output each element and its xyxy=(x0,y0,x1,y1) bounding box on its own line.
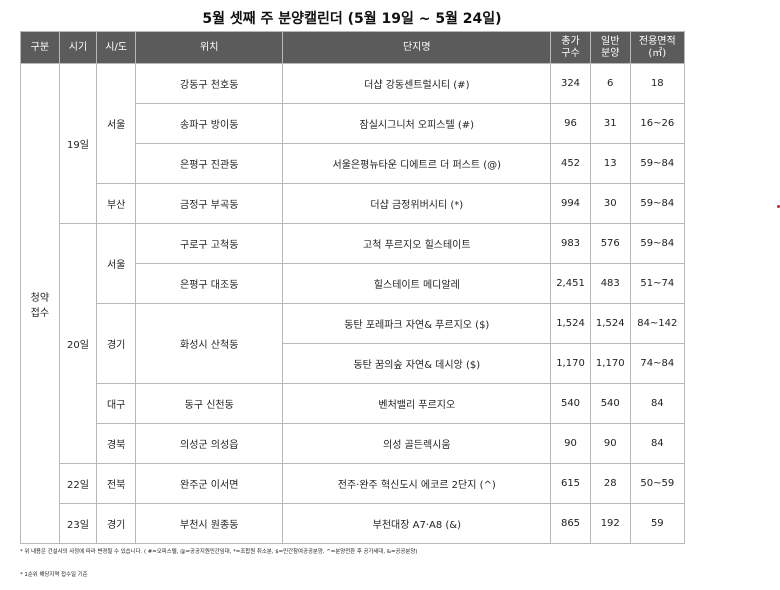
total-units-cell: 983 xyxy=(550,223,591,264)
footnote-basis: * 1순위 해당지역 접수일 기준 xyxy=(20,572,88,578)
general-sale-cell: 13 xyxy=(589,143,631,184)
table-row: 청약 접수 19일 서울 강동구 천호동 더샵 강동센트럴시티 (#) 324 6… xyxy=(20,63,686,544)
general-sale-cell: 576 xyxy=(589,223,631,264)
general-sale-cell: 6 xyxy=(589,63,631,104)
timing-cell: 22일 xyxy=(58,463,98,504)
total-units-cell: 1,170 xyxy=(550,343,591,384)
table-row: 경북 의성군 의성읍 의성 골든렉시움 90 90 84 xyxy=(21,423,686,464)
table-row: 송파구 방이동 잠실시그니처 오피스텔 (#) 96 31 16~26 xyxy=(21,103,686,144)
table-row: 동탄 꿈의숲 자연& 데시앙 ($) 1,170 1,170 74~84 xyxy=(21,343,686,384)
general-sale-cell: 192 xyxy=(589,503,631,544)
total-units-cell: 994 xyxy=(550,183,591,224)
location-cell: 강동구 천호동 xyxy=(135,63,284,104)
region-cell: 경기 xyxy=(96,303,137,384)
area-cell: 18 xyxy=(629,63,686,104)
area-cell: 74~84 xyxy=(629,343,686,384)
area-cell: 59 xyxy=(629,503,686,544)
area-cell: 50~59 xyxy=(629,463,686,504)
location-cell: 은평구 대조동 xyxy=(135,263,284,304)
page-title: 5월 셋째 주 분양캘린더 (5월 19일 ~ 5월 24일) xyxy=(202,11,502,27)
area-cell: 51~74 xyxy=(629,263,686,304)
general-sale-cell: 540 xyxy=(589,383,631,424)
general-sale-cell: 1,524 xyxy=(589,303,631,344)
total-units-cell: 324 xyxy=(550,63,591,104)
location-cell: 구로구 고척동 xyxy=(135,223,284,264)
complex-cell: 전주·완주 혁신도시 에코르 2단지 (^) xyxy=(282,463,552,504)
location-cell: 금정구 부곡동 xyxy=(135,183,284,224)
area-cell: 84 xyxy=(629,383,686,424)
general-sale-cell: 483 xyxy=(589,263,631,304)
header-row: 구분 시기 시/도 위치 단지명 총가 구수 일반 분양 전용면적 (㎡) xyxy=(20,31,686,64)
area-cell: 59~84 xyxy=(629,143,686,184)
region-cell: 전북 xyxy=(96,463,137,504)
area-cell: 59~84 xyxy=(629,183,686,224)
area-cell: 84 xyxy=(629,423,686,464)
total-units-cell: 540 xyxy=(550,383,591,424)
header-timing: 시기 xyxy=(58,31,98,64)
complex-cell: 잠실시그니처 오피스텔 (#) xyxy=(282,103,552,144)
table-row: 22일 전북 완주군 이서면 전주·완주 혁신도시 에코르 2단지 (^) 61… xyxy=(21,463,686,504)
timing-cell: 19일 xyxy=(58,63,98,224)
general-sale-cell: 1,170 xyxy=(589,343,631,384)
area-cell: 84~142 xyxy=(629,303,686,344)
header-total-units: 총가 구수 xyxy=(550,31,591,64)
location-cell: 화성시 산척동 xyxy=(135,303,284,384)
header-complex: 단지명 xyxy=(282,31,552,64)
total-units-cell: 1,524 xyxy=(550,303,591,344)
region-cell: 서울 xyxy=(96,223,137,304)
location-cell: 완주군 이서면 xyxy=(135,463,284,504)
complex-cell: 고척 푸르지오 힐스테이트 xyxy=(282,223,552,264)
red-dot-mark xyxy=(777,205,780,208)
total-units-cell: 615 xyxy=(550,463,591,504)
header-area: 전용면적 (㎡) xyxy=(629,31,686,64)
table-row: 경기 화성시 산척동 동탄 포레파크 자연& 푸르지오 ($) 1,524 1,… xyxy=(21,303,686,384)
complex-cell: 동탄 포레파크 자연& 푸르지오 ($) xyxy=(282,303,552,344)
region-cell: 서울 xyxy=(96,63,137,184)
complex-cell: 의성 골든렉시움 xyxy=(282,423,552,464)
header-region: 시/도 xyxy=(96,31,137,64)
location-cell: 송파구 방이동 xyxy=(135,103,284,144)
complex-cell: 힐스테이트 메디알레 xyxy=(282,263,552,304)
general-sale-cell: 31 xyxy=(589,103,631,144)
header-general-sale: 일반 분양 xyxy=(589,31,631,64)
table-row: 은평구 대조동 힐스테이트 메디알레 2,451 483 51~74 xyxy=(21,263,686,304)
footnote-legend: * 위 내용은 건설사의 사정에 따라 변경될 수 있습니다. ( #=오피스텔… xyxy=(20,549,418,555)
total-units-cell: 90 xyxy=(550,423,591,464)
region-cell: 경북 xyxy=(96,423,137,464)
total-units-cell: 96 xyxy=(550,103,591,144)
area-cell: 16~26 xyxy=(629,103,686,144)
complex-cell: 서울은평뉴타운 디에트르 더 퍼스트 (@) xyxy=(282,143,552,184)
complex-cell: 부천대장 A7·A8 (&) xyxy=(282,503,552,544)
total-units-cell: 2,451 xyxy=(550,263,591,304)
header-category: 구분 xyxy=(20,31,60,64)
complex-cell: 동탄 꿈의숲 자연& 데시앙 ($) xyxy=(282,343,552,384)
area-cell: 59~84 xyxy=(629,223,686,264)
sales-calendar-table: 구분 시기 시/도 위치 단지명 총가 구수 일반 분양 전용면적 (㎡) 청약 접수 … xyxy=(20,31,686,544)
header-location: 위치 xyxy=(135,31,284,64)
complex-cell: 벤처밸리 푸르지오 xyxy=(282,383,552,424)
region-cell: 대구 xyxy=(96,383,137,424)
location-cell: 부천시 원종동 xyxy=(135,503,284,544)
general-sale-cell: 28 xyxy=(589,463,631,504)
timing-cell: 20일 xyxy=(58,223,98,464)
complex-cell: 더샵 강동센트럴시티 (#) xyxy=(282,63,552,104)
complex-cell: 더샵 금정위버시티 (*) xyxy=(282,183,552,224)
general-sale-cell: 30 xyxy=(589,183,631,224)
category-cell: 청약 접수 xyxy=(20,63,60,544)
total-units-cell: 452 xyxy=(550,143,591,184)
location-cell: 동구 신천동 xyxy=(135,383,284,424)
total-units-cell: 865 xyxy=(550,503,591,544)
general-sale-cell: 90 xyxy=(589,423,631,464)
region-cell: 부산 xyxy=(96,183,137,224)
table-row: 20일 서울 구로구 고척동 고척 푸르지오 힐스테이트 983 576 59~… xyxy=(21,223,686,464)
region-cell: 경기 xyxy=(96,503,137,544)
table-row: 부산 금정구 부곡동 더샵 금정위버시티 (*) 994 30 59~84 xyxy=(21,183,686,224)
table-row: 23일 경기 부천시 원종동 부천대장 A7·A8 (&) 865 192 59 xyxy=(21,503,686,544)
table-row: 대구 동구 신천동 벤처밸리 푸르지오 540 540 84 xyxy=(21,383,686,424)
location-cell: 의성군 의성읍 xyxy=(135,423,284,464)
timing-cell: 23일 xyxy=(58,503,98,544)
location-cell: 은평구 진관동 xyxy=(135,143,284,184)
